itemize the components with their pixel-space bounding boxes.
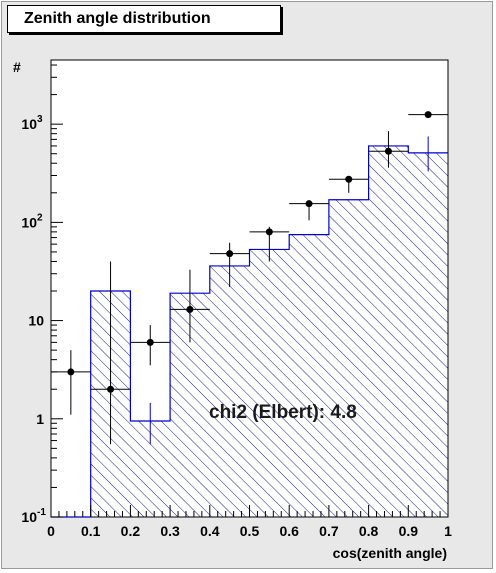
x-tick-label: 0.5 [240,523,260,539]
histogram-bar [289,234,329,517]
y-tick-exponent: 3 [37,114,43,125]
x-tick-label: 0.4 [200,523,220,539]
data-point [384,147,392,155]
x-tick-label: 0.6 [279,523,299,539]
chart-title-box: Zenith angle distribution [7,5,281,33]
data-point [345,175,353,183]
data-point [186,305,194,313]
x-tick-label: 0.1 [81,523,101,539]
chi2-annotation: chi2 (Elbert): 4.8 [209,402,357,423]
y-tick-label: 1 [36,411,44,427]
data-point [107,385,115,393]
histogram-outline [51,145,448,518]
x-tick-label: 1 [444,523,452,539]
histogram-bar [249,249,290,517]
y-tick-exponent: 2 [37,212,43,223]
x-tick-label: 0.3 [160,523,180,539]
y-tick-label: 10 [28,313,44,329]
y-tick-exponent: -1 [37,507,46,518]
data-point [424,111,432,119]
data-point [67,368,75,376]
histogram-bar [209,265,250,517]
data-point [146,338,154,346]
x-tick-label: 0.2 [121,523,141,539]
histogram-bar [328,199,369,517]
data-point [226,250,234,258]
x-axis-label: cos(zenith angle) [333,545,447,561]
x-tick-label: 0 [47,523,55,539]
x-tick-label: 0.9 [399,523,419,539]
x-tick-label: 0.7 [319,523,339,539]
histogram-bar [368,145,409,517]
y-tick-label: 10 [21,214,37,230]
y-tick-label: 10 [21,116,37,132]
data-point [305,200,313,208]
data-point [265,228,273,236]
chart-title: Zenith angle distribution [24,10,211,27]
y-tick-label: 10 [21,509,37,525]
x-tick-label: 0.8 [359,523,379,539]
histogram-bar [408,152,448,517]
y-axis-label: # [13,59,21,75]
